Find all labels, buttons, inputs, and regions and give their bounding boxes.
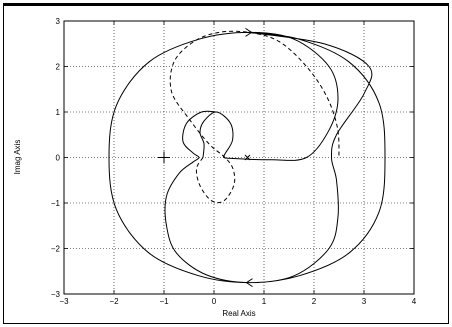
- solid-nyquist-curve: [108, 31, 386, 284]
- x-tick-label: 3: [362, 297, 367, 306]
- x-tick-labels: −3 −2 −1 0 1 2 3 4: [59, 297, 416, 306]
- y-tick-labels: −3 −2 −1 0 1 2 3: [51, 17, 61, 299]
- x-tick-label: 1: [262, 297, 267, 306]
- y-tick-label: 3: [56, 17, 61, 26]
- y-tick-label: −1: [51, 199, 61, 208]
- y-tick-label: 1: [56, 108, 61, 117]
- dashed-nyquist-curve: [169, 30, 340, 204]
- pole-zero-markers: [158, 151, 251, 164]
- x-tick-label: −3: [59, 297, 69, 306]
- y-tick-label: −3: [51, 290, 61, 299]
- direction-arrows: [245, 27, 253, 288]
- y-axis-label: Imag Axis: [13, 140, 22, 175]
- grid: [63, 20, 415, 295]
- curves: [108, 30, 386, 284]
- direction-arrow: [245, 27, 253, 37]
- x-tick-label: −1: [159, 297, 169, 306]
- plot-axes-box: [63, 20, 415, 295]
- cross-marker: [244, 154, 251, 161]
- x-axis-label: Real Axis: [222, 309, 255, 318]
- x-tick-label: 2: [312, 297, 317, 306]
- y-tick-label: −2: [51, 245, 61, 254]
- x-tick-label: −2: [109, 297, 119, 306]
- x-tick-label: 0: [212, 297, 217, 306]
- x-tick-label: 4: [412, 297, 417, 306]
- direction-arrow: [245, 278, 253, 288]
- critical-point-plus-marker: [158, 151, 170, 164]
- y-tick-label: 2: [56, 63, 61, 72]
- y-tick-label: 0: [56, 154, 61, 163]
